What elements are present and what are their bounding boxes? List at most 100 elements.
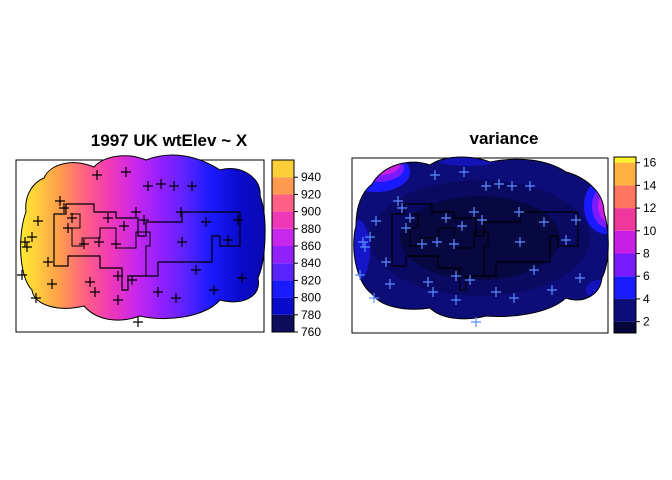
- right-colorbar-band: [614, 157, 636, 163]
- left-point-marker: [47, 279, 57, 289]
- right-variance-surface: [353, 156, 609, 319]
- left-point-marker: [153, 287, 163, 297]
- right-colorbar-band: [614, 253, 636, 277]
- left-colorbar-band: [272, 297, 294, 315]
- left-inner-boundary: [70, 213, 151, 276]
- right-point-marker: [358, 237, 368, 247]
- right-point-marker: [355, 270, 365, 280]
- left-colorbar-tick-label: 940: [301, 170, 321, 184]
- right-colorbar-band: [614, 298, 636, 322]
- right-colorbar-band: [614, 185, 636, 209]
- right-point-marker: [428, 287, 438, 297]
- right-colorbar-frame: [613, 156, 637, 334]
- right-colorbar-band: [614, 208, 636, 231]
- right-point-marker: [507, 181, 517, 191]
- left-point-marker: [191, 265, 201, 275]
- left-point-marker: [237, 273, 247, 283]
- left-colorbar-tick-label: 820: [301, 273, 321, 287]
- right-colorbar-tick-label: 16: [643, 156, 657, 170]
- right-point-marker: [432, 237, 442, 247]
- right-inner-boundary: [408, 213, 489, 276]
- left-colorbar-tick-label: 840: [301, 256, 321, 270]
- left-point-marker: [131, 207, 141, 217]
- right-colorbar-tick-label: 8: [643, 247, 650, 261]
- left-point-marker: [156, 179, 166, 189]
- right-point-marker: [441, 213, 451, 223]
- left-point-marker: [94, 237, 104, 247]
- left-colorbar-band: [272, 194, 294, 212]
- right-point-marker: [423, 277, 433, 287]
- right-colorbar-band: [614, 162, 636, 186]
- right-point-marker: [430, 170, 440, 180]
- right-point-marker: [491, 287, 501, 297]
- right-colorbar-tick-label: 14: [643, 178, 657, 192]
- left-point-marker: [103, 213, 113, 223]
- left-colorbar-band: [272, 177, 294, 195]
- left-point-marker: [33, 216, 43, 226]
- left-point-marker: [171, 293, 181, 303]
- right-map-panel: variance 2 4 6 8 10 12 14 16: [351, 129, 657, 334]
- right-observation-points: [355, 167, 585, 327]
- left-point-marker: [113, 295, 123, 305]
- right-point-marker: [481, 181, 491, 191]
- left-point-marker: [143, 181, 153, 191]
- left-colorbar: 760 780 800 820 840 860 880 900 920 940: [271, 159, 321, 339]
- right-point-marker: [515, 237, 525, 247]
- left-colorbar-tick-label: 900: [301, 205, 321, 219]
- right-point-marker: [459, 167, 469, 177]
- right-colorbar: 2 4 6 8 10 12 14 16: [613, 156, 657, 334]
- left-point-marker: [187, 181, 197, 191]
- left-point-marker: [27, 232, 37, 242]
- left-chart-title: 1997 UK wtElev ~ X: [91, 131, 248, 150]
- left-colorbar-band: [272, 160, 294, 178]
- right-point-marker: [525, 181, 535, 191]
- right-point-marker: [385, 279, 395, 289]
- left-point-marker: [92, 170, 102, 180]
- left-colorbar-tick-label: 780: [301, 308, 321, 322]
- left-colorbar-band: [272, 228, 294, 246]
- right-colorbar-tick-label: 6: [643, 269, 650, 283]
- right-point-marker: [547, 285, 557, 295]
- right-point-marker: [457, 221, 467, 231]
- right-point-marker: [571, 215, 581, 225]
- left-colorbar-tick-label: 920: [301, 187, 321, 201]
- left-point-marker: [133, 317, 143, 327]
- right-colorbar-tick-label: 12: [643, 201, 657, 215]
- left-point-marker: [127, 275, 137, 285]
- right-point-marker: [360, 242, 370, 252]
- right-point-marker: [477, 215, 487, 225]
- right-colorbar-tick-label: 4: [643, 292, 650, 306]
- left-point-marker: [209, 285, 219, 295]
- right-point-marker: [469, 207, 479, 217]
- left-point-marker: [201, 217, 211, 227]
- left-colorbar-band: [272, 314, 294, 332]
- left-colorbar-tick-label: 880: [301, 222, 321, 236]
- left-colorbar-band: [272, 246, 294, 264]
- right-point-marker: [405, 213, 415, 223]
- right-point-marker: [449, 239, 459, 249]
- left-point-marker: [55, 196, 65, 206]
- left-point-marker: [119, 221, 129, 231]
- right-point-marker: [465, 275, 475, 285]
- left-colorbar-tick-label: 760: [301, 325, 321, 339]
- right-colorbar-tick-label: 2: [643, 315, 650, 329]
- right-colorbar-band: [614, 276, 636, 299]
- right-point-marker: [365, 232, 375, 242]
- left-point-marker: [43, 257, 53, 267]
- left-map-panel: 1997 UK wtElev ~ X 760 780 800 820 840 860 880…: [15, 131, 321, 339]
- right-point-marker: [539, 217, 549, 227]
- left-point-marker: [121, 167, 131, 177]
- right-point-marker: [369, 293, 379, 303]
- left-kriging-surface: [20, 155, 266, 321]
- left-colorbar-band: [272, 280, 294, 298]
- right-point-marker: [575, 273, 585, 283]
- left-observation-points: [17, 167, 247, 327]
- right-point-marker: [494, 179, 504, 189]
- left-colorbar-band: [272, 211, 294, 229]
- right-point-marker: [393, 196, 403, 206]
- left-colorbar-tick-label: 800: [301, 291, 321, 305]
- right-point-marker: [451, 295, 461, 305]
- left-point-marker: [233, 215, 243, 225]
- right-colorbar-band: [614, 230, 636, 254]
